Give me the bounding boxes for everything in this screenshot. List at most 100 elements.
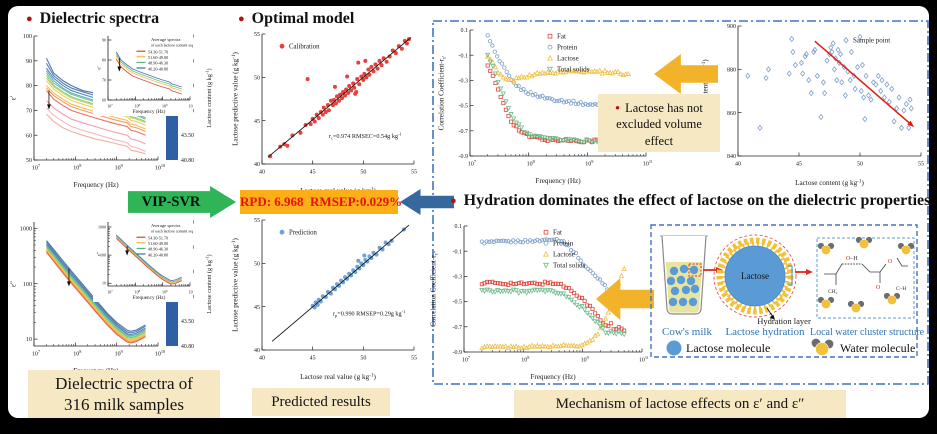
svg-text:880: 880 <box>727 67 736 73</box>
svg-text:rc=0.974 RMSEC=0.54g kg-1: rc=0.974 RMSEC=0.54g kg-1 <box>329 132 402 141</box>
svg-text:50: 50 <box>360 356 366 362</box>
eps-double-prime-inset-chart: 1071081091010101001000Frequency (Hz)ε″54… <box>93 218 193 302</box>
svg-text:90: 90 <box>102 37 106 42</box>
bullet-icon: ● <box>615 103 620 112</box>
mechanism-diagram: Lactose O–H O O CH₂ C–H <box>650 224 924 358</box>
svg-text:107: 107 <box>32 349 41 357</box>
svg-text:1010: 1010 <box>643 159 652 167</box>
svg-text:1010: 1010 <box>155 349 165 357</box>
svg-text:70: 70 <box>26 109 32 115</box>
svg-text:60: 60 <box>26 133 32 139</box>
svg-text:108: 108 <box>73 163 81 171</box>
svg-text:90: 90 <box>26 59 32 65</box>
svg-text:ε′: ε′ <box>10 95 18 100</box>
svg-text:107: 107 <box>32 163 41 171</box>
eps-double-prime-inset-panel: 1071081091010101001000Frequency (Hz)ε″54… <box>93 218 193 302</box>
bullet-icon: ● <box>238 12 245 25</box>
svg-text:70: 70 <box>102 77 106 82</box>
svg-text:Fat: Fat <box>553 229 562 237</box>
chem-ch-label: C–H <box>896 286 906 292</box>
svg-text:108: 108 <box>521 355 529 363</box>
svg-text:46.20-40.80: 46.20-40.80 <box>148 252 168 257</box>
hydration-outline <box>713 234 797 318</box>
svg-text:109: 109 <box>162 103 168 109</box>
zoom-region-box <box>688 263 702 277</box>
heading-hydration: ● Hydration dominates the effect of lact… <box>450 192 930 210</box>
note-text: Lactose has not excluded volume effect <box>616 101 703 148</box>
heading-text: Hydration dominates the effect of lactos… <box>463 192 931 209</box>
svg-text:-0.5: -0.5 <box>459 104 469 110</box>
hydration-layer-label: Hydration layer <box>757 316 811 326</box>
svg-text:80: 80 <box>26 84 32 90</box>
svg-text:43.50: 43.50 <box>181 319 194 325</box>
water-vs-lactose-chart: 40 45 50 55 840 860 880 900 Lactose content (g k… <box>701 24 924 187</box>
hydration-layer-ring2 <box>720 241 790 311</box>
svg-text:-0.3: -0.3 <box>459 79 469 85</box>
svg-text:ε″: ε″ <box>97 252 103 256</box>
hydration-pointer <box>766 307 774 318</box>
svg-text:107: 107 <box>468 159 477 167</box>
caption-line: Dielectric spectra of <box>55 374 193 393</box>
prediction-scatter-chart: 40 45 50 55 40 45 50 55 Lactose real value (g kg… <box>231 218 417 381</box>
svg-text:55: 55 <box>411 356 417 362</box>
svg-text:Sample point: Sample point <box>853 37 890 45</box>
vip-svr-model-arrow: VIP-SVR model <box>128 186 236 218</box>
svg-text:Lactose predictive value (g kg: Lactose predictive value (g kg-1) <box>231 238 240 332</box>
svg-text:55: 55 <box>918 162 924 168</box>
chem-o-label: O <box>876 285 881 291</box>
lactose-volume-note: ● Lactose has not excluded volume effect <box>598 94 720 152</box>
mechanism-caption: Mechanism of lactose effects on ε′ and ε… <box>514 390 846 418</box>
svg-text:Lactose content (g kg-1): Lactose content (g kg-1) <box>795 178 864 187</box>
svg-text:Frequency (Hz): Frequency (Hz) <box>73 181 119 189</box>
svg-text:Lactose predictive value (g kg: Lactose predictive value (g kg-1) <box>231 52 240 146</box>
svg-text:108: 108 <box>135 289 141 295</box>
svg-text:900: 900 <box>727 24 736 30</box>
svg-text:-0.7: -0.7 <box>459 129 469 135</box>
lactose-molecule-label: Lactose molecule <box>686 341 771 355</box>
heading-text: Dielectric spectra <box>39 10 160 27</box>
svg-text:1010: 1010 <box>189 289 193 295</box>
svg-text:50: 50 <box>360 170 366 176</box>
hydration-layer-ring <box>716 237 794 315</box>
svg-text:43.50: 43.50 <box>181 133 194 139</box>
svg-text:54.30-51.70: 54.30-51.70 <box>148 50 168 55</box>
correlation-eps-prime-chart: 107 108 109 1010 0.1 -0.1 -0.3 -0.5 -0.7 -0.9 Freq… <box>438 28 653 185</box>
svg-text:860: 860 <box>727 111 736 117</box>
bullet-icon: ● <box>450 194 457 207</box>
svg-text:55: 55 <box>254 32 260 38</box>
svg-text:Average spectra: Average spectra <box>151 223 180 228</box>
heading-optimal-model: ● Optimal model <box>238 10 354 28</box>
svg-text:Lactose content (g kg-1): Lactose content (g kg-1) <box>205 254 213 313</box>
correlation-eps-double-prime-chart: 107 108 109 1010 0.1 -0.1 -0.3 -0.5 -0.7 -0.9 Freq… <box>430 224 649 381</box>
bullet-icon: ● <box>26 12 33 25</box>
correlation-eps-double-prime-panel: 107 108 109 1010 0.1 -0.1 -0.3 -0.5 -0.7 -0.9 Freq… <box>428 218 649 382</box>
rpd-rmsep-badge: RPD: 6.968 RMSEP:0.029% <box>240 190 402 214</box>
chem-ch2-label: CH₂ <box>828 289 838 295</box>
svg-text:of each lactose content segmen: of each lactose content segment <box>151 43 193 48</box>
svg-text:Protein: Protein <box>553 240 574 248</box>
water-lactose-panel: 40 45 50 55 840 860 880 900 Lactose content (g k… <box>700 16 929 188</box>
lactose-label: Lactose <box>741 271 769 281</box>
svg-text:107: 107 <box>107 103 113 109</box>
svg-text:46.20-40.80: 46.20-40.80 <box>148 66 168 71</box>
svg-text:Average spectra: Average spectra <box>151 37 180 42</box>
water-molecule-icons <box>817 236 915 313</box>
svg-text:Total solids: Total solids <box>557 66 590 74</box>
svg-text:60: 60 <box>102 97 106 102</box>
svg-text:1010: 1010 <box>155 163 165 171</box>
svg-text:51.60-49.00: 51.60-49.00 <box>148 241 168 246</box>
chem-bonds <box>824 257 908 285</box>
svg-text:40: 40 <box>259 356 265 362</box>
svg-text:Lactose: Lactose <box>557 55 579 63</box>
svg-text:Correlation Coefficient-rε′: Correlation Coefficient-rε′ <box>438 56 448 131</box>
svg-text:ε″: ε″ <box>10 281 18 287</box>
bracket-icon <box>788 265 793 286</box>
mechanism-graphic: Lactose O–H O O CH₂ C–H <box>660 234 915 356</box>
svg-text:840: 840 <box>727 154 736 160</box>
cows-milk-label: Cow's milk <box>662 326 712 338</box>
svg-text:1000: 1000 <box>98 224 106 229</box>
svg-text:40.80: 40.80 <box>181 158 194 164</box>
svg-text:54.30-51.70: 54.30-51.70 <box>148 236 168 241</box>
svg-text:of each lactose content segmen: of each lactose content segment <box>151 229 193 234</box>
